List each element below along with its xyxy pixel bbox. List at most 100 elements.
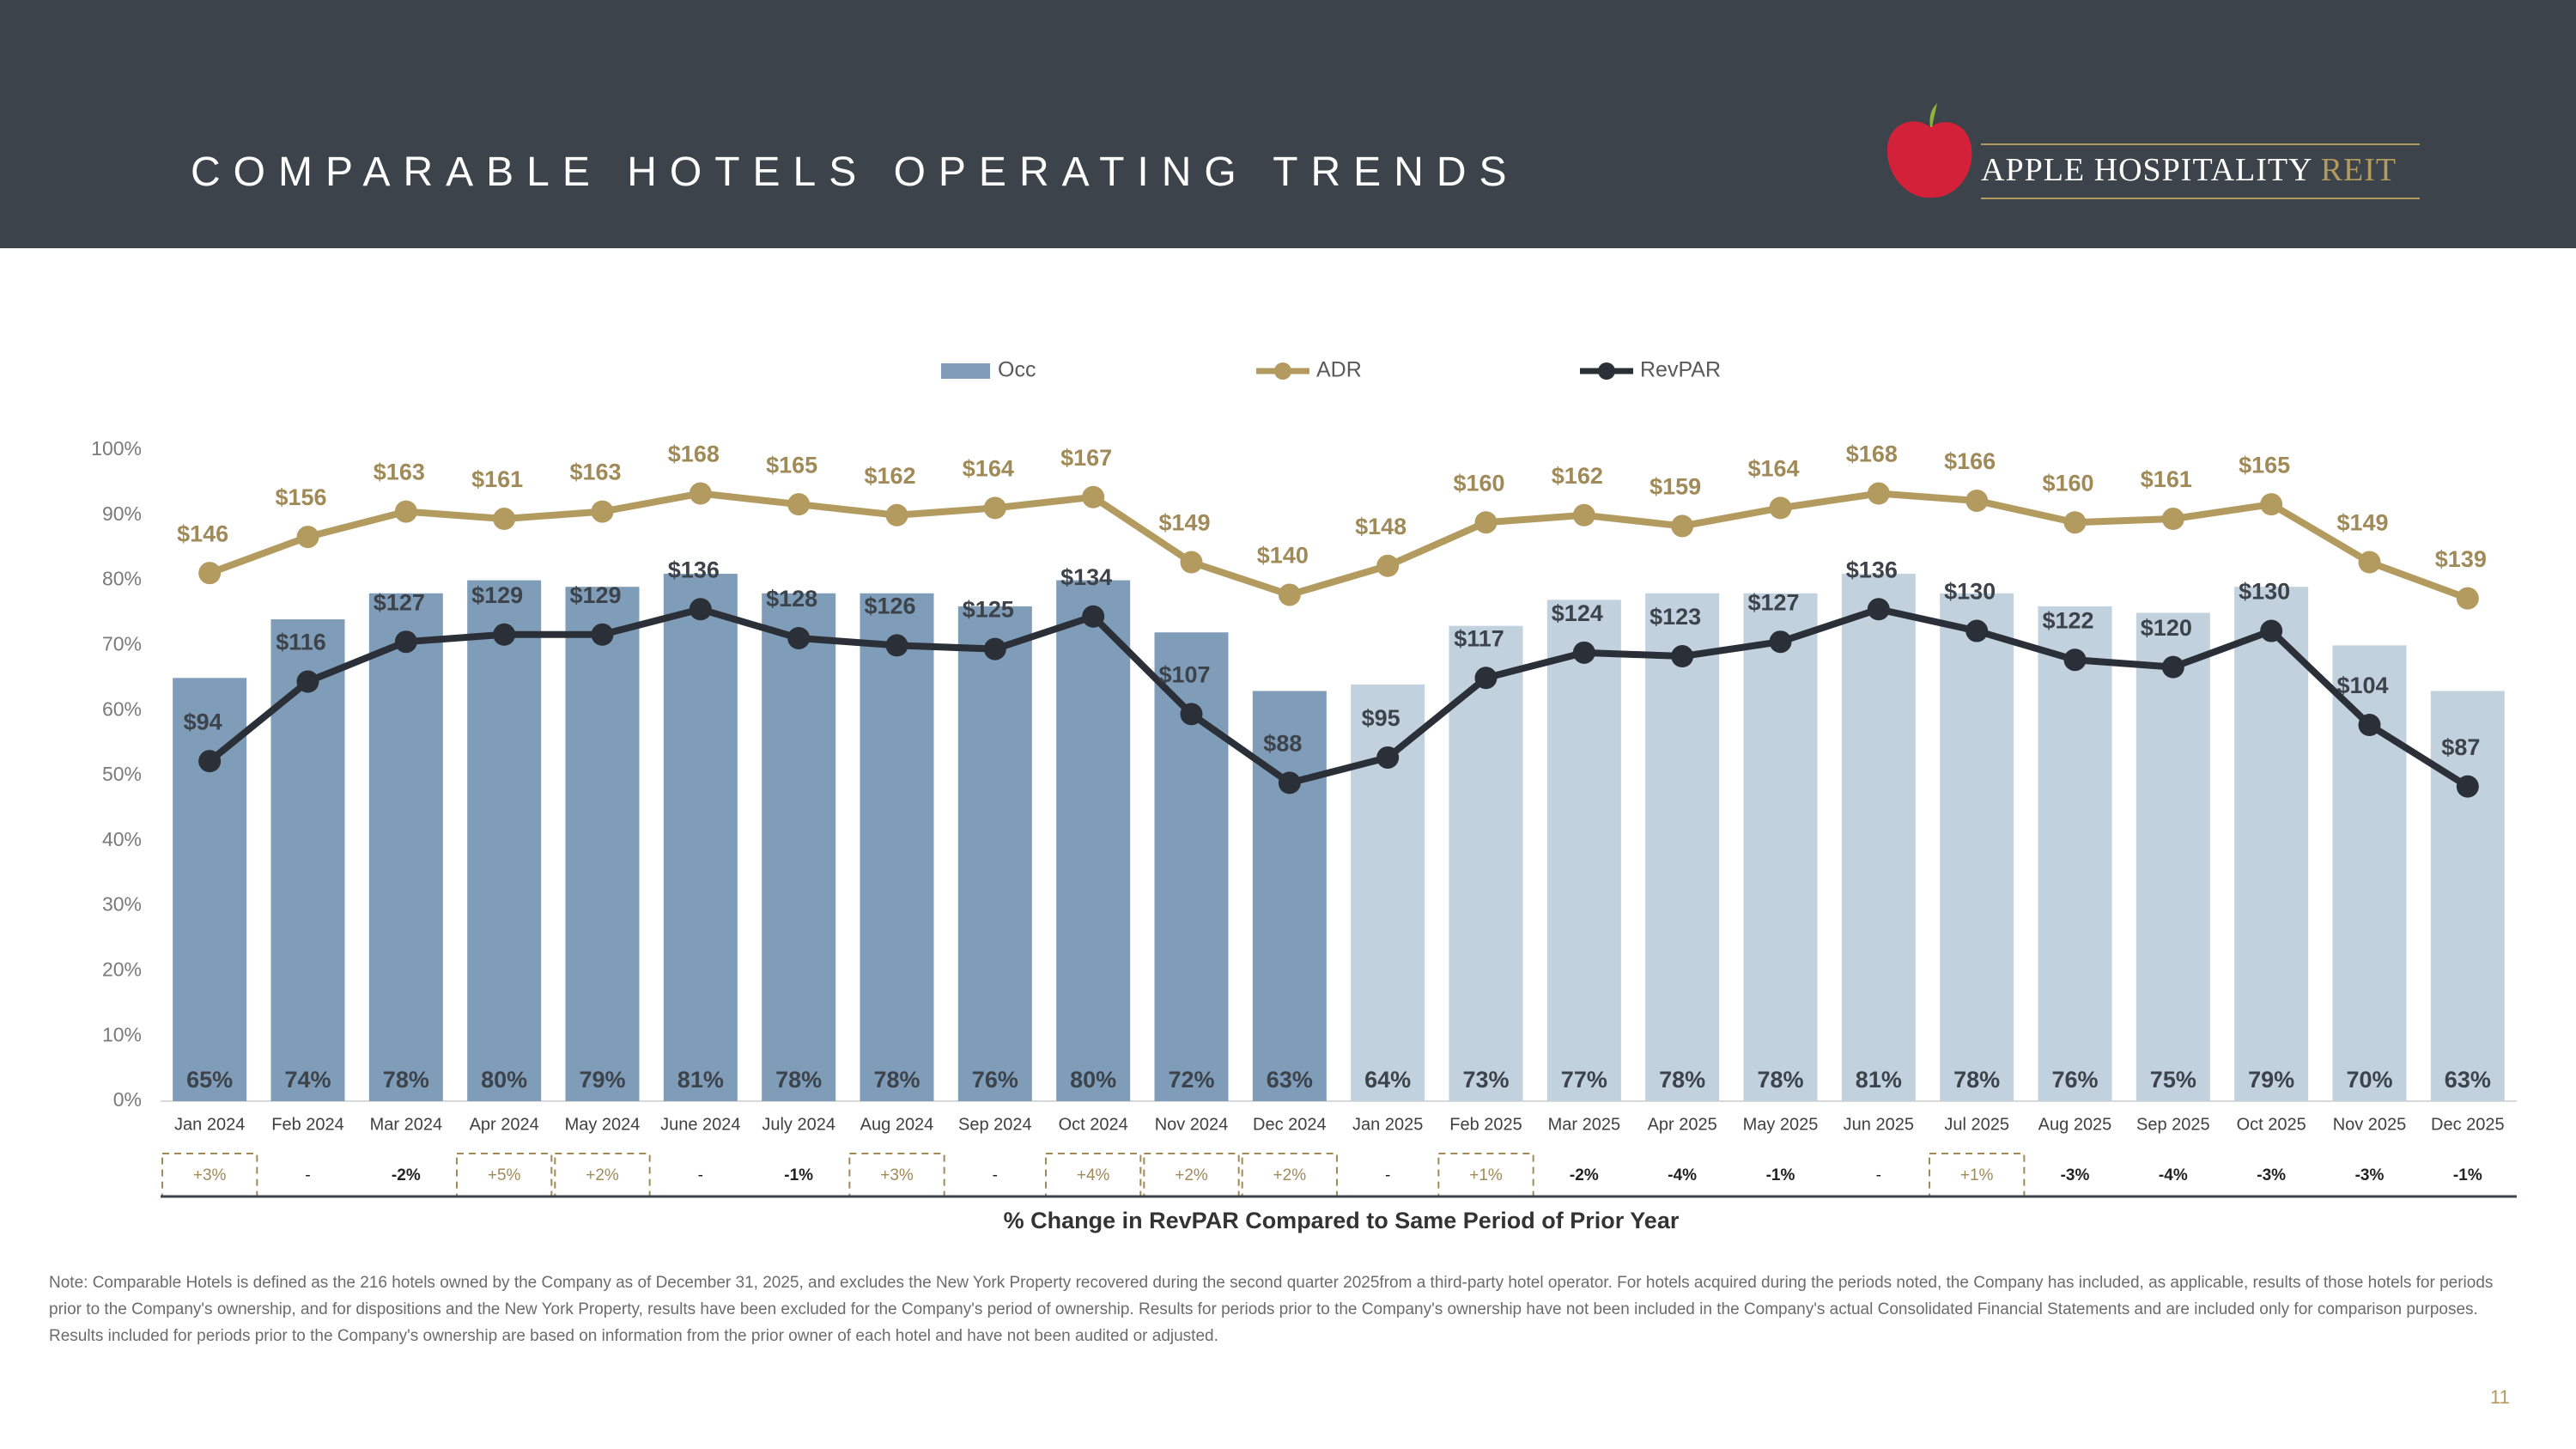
line-marker xyxy=(1278,771,1301,795)
legend-label: Occ xyxy=(998,358,1036,382)
line-label: $168 xyxy=(668,441,720,467)
change-label: - xyxy=(1876,1166,1881,1184)
line-marker xyxy=(2358,551,2381,574)
logo-leaf xyxy=(1929,103,1937,127)
logo-suffix: REIT xyxy=(2321,152,2397,188)
line-marker xyxy=(591,500,614,523)
y-tick-label: 30% xyxy=(102,893,142,916)
bar-label: 80% xyxy=(1070,1067,1116,1093)
change-label: +2% xyxy=(586,1166,619,1184)
line-marker xyxy=(689,482,712,505)
legend-label: RevPAR xyxy=(1640,358,1721,382)
legend-marker xyxy=(1274,362,1291,380)
y-tick-label: 50% xyxy=(102,763,142,785)
line-label: $134 xyxy=(1060,564,1112,590)
change-label: -4% xyxy=(1668,1166,1697,1184)
bar xyxy=(762,593,836,1101)
line-label: $130 xyxy=(1944,579,1996,605)
line-label: $162 xyxy=(1552,463,1603,489)
line-label: $146 xyxy=(177,521,228,546)
bar xyxy=(1645,593,1720,1101)
line-label: $127 xyxy=(1747,589,1799,615)
change-label: -2% xyxy=(392,1166,421,1184)
change-label: +1% xyxy=(1960,1166,1994,1184)
bar xyxy=(173,678,247,1101)
line-label: $168 xyxy=(1846,441,1898,467)
bar xyxy=(2332,645,2407,1101)
x-tick-label: Nov 2025 xyxy=(2333,1115,2407,1134)
legend-label: ADR xyxy=(1316,358,1362,382)
y-tick-label: 60% xyxy=(102,697,142,720)
line-label: $87 xyxy=(2441,734,2480,760)
change-label: +2% xyxy=(1273,1166,1307,1184)
line-label: $160 xyxy=(1453,470,1504,496)
change-label: +1% xyxy=(1469,1166,1503,1184)
line-marker xyxy=(983,496,1006,520)
bar xyxy=(957,606,1032,1101)
y-tick-label: 70% xyxy=(102,632,142,654)
line-marker xyxy=(2063,648,2087,672)
line xyxy=(207,606,2470,790)
y-tick-label: 0% xyxy=(113,1088,142,1111)
line-marker xyxy=(1769,496,1792,520)
line-marker xyxy=(1769,630,1792,654)
x-tick-label: Sep 2024 xyxy=(958,1115,1032,1134)
bar-label: 76% xyxy=(2051,1067,2098,1093)
bar xyxy=(1449,625,1523,1101)
x-tick-label: Oct 2025 xyxy=(2237,1115,2306,1134)
logo-name: APPLE HOSPITALITY xyxy=(1981,152,2312,188)
bar xyxy=(565,587,640,1101)
line-marker xyxy=(1082,605,1105,628)
y-tick-label: 20% xyxy=(102,958,142,980)
bar-label: 72% xyxy=(1168,1067,1214,1093)
line-label: $148 xyxy=(1355,514,1406,539)
change-label: -3% xyxy=(2257,1166,2286,1184)
bar-label: 78% xyxy=(873,1067,920,1093)
bar xyxy=(2430,691,2505,1101)
bar xyxy=(1743,593,1818,1101)
line-label: $163 xyxy=(374,460,425,485)
slide-title: COMPARABLE HOTELS OPERATING TRENDS xyxy=(191,149,1520,195)
line-marker xyxy=(1180,551,1203,574)
x-tick-label: Mar 2025 xyxy=(1548,1115,1621,1134)
line-marker xyxy=(493,508,516,531)
change-label: - xyxy=(305,1166,310,1184)
change-label: - xyxy=(698,1166,703,1184)
line-marker xyxy=(787,493,811,516)
bar-label: 78% xyxy=(1659,1067,1705,1093)
bar-label: 74% xyxy=(284,1067,331,1093)
line-marker xyxy=(1965,619,1989,642)
line-label: $94 xyxy=(184,709,222,734)
bar xyxy=(1056,580,1131,1101)
line-marker xyxy=(2161,508,2184,531)
line-label: $165 xyxy=(766,452,817,478)
line-marker xyxy=(493,623,516,646)
change-label: -4% xyxy=(2159,1166,2188,1184)
bar-label: 65% xyxy=(186,1067,233,1093)
x-tick-label: Nov 2024 xyxy=(1155,1115,1229,1134)
x-tick-label: Dec 2024 xyxy=(1253,1115,1327,1134)
line-label: $136 xyxy=(1846,557,1898,582)
line-marker xyxy=(1965,489,1989,512)
change-label: +3% xyxy=(193,1166,227,1184)
line-label: $149 xyxy=(1158,510,1210,536)
line-label: $122 xyxy=(2042,607,2093,633)
line-label: $127 xyxy=(374,589,425,615)
bar-label: 63% xyxy=(2445,1067,2491,1093)
legend-swatch xyxy=(941,363,990,379)
line-marker xyxy=(1867,598,1890,621)
x-tick-label: Jul 2025 xyxy=(1944,1115,2009,1134)
line-marker xyxy=(394,630,417,654)
line-label: $123 xyxy=(1649,604,1701,630)
x-tick-label: Mar 2024 xyxy=(370,1115,443,1134)
line-label: $159 xyxy=(1649,474,1701,500)
line-label: $128 xyxy=(766,586,817,612)
change-label: +5% xyxy=(488,1166,521,1184)
x-tick-label: Feb 2025 xyxy=(1449,1115,1522,1134)
bar xyxy=(467,580,542,1101)
line-marker xyxy=(1474,511,1498,534)
line-label: $161 xyxy=(2141,466,2192,492)
logo-apple xyxy=(1886,121,1972,198)
footnote: Note: Comparable Hotels is defined as th… xyxy=(49,1274,2494,1345)
chart: 0% 10% 20% 30% 40% 50% 60% 70% 80% 90% 100% Occ ADR R… xyxy=(91,358,2517,1233)
